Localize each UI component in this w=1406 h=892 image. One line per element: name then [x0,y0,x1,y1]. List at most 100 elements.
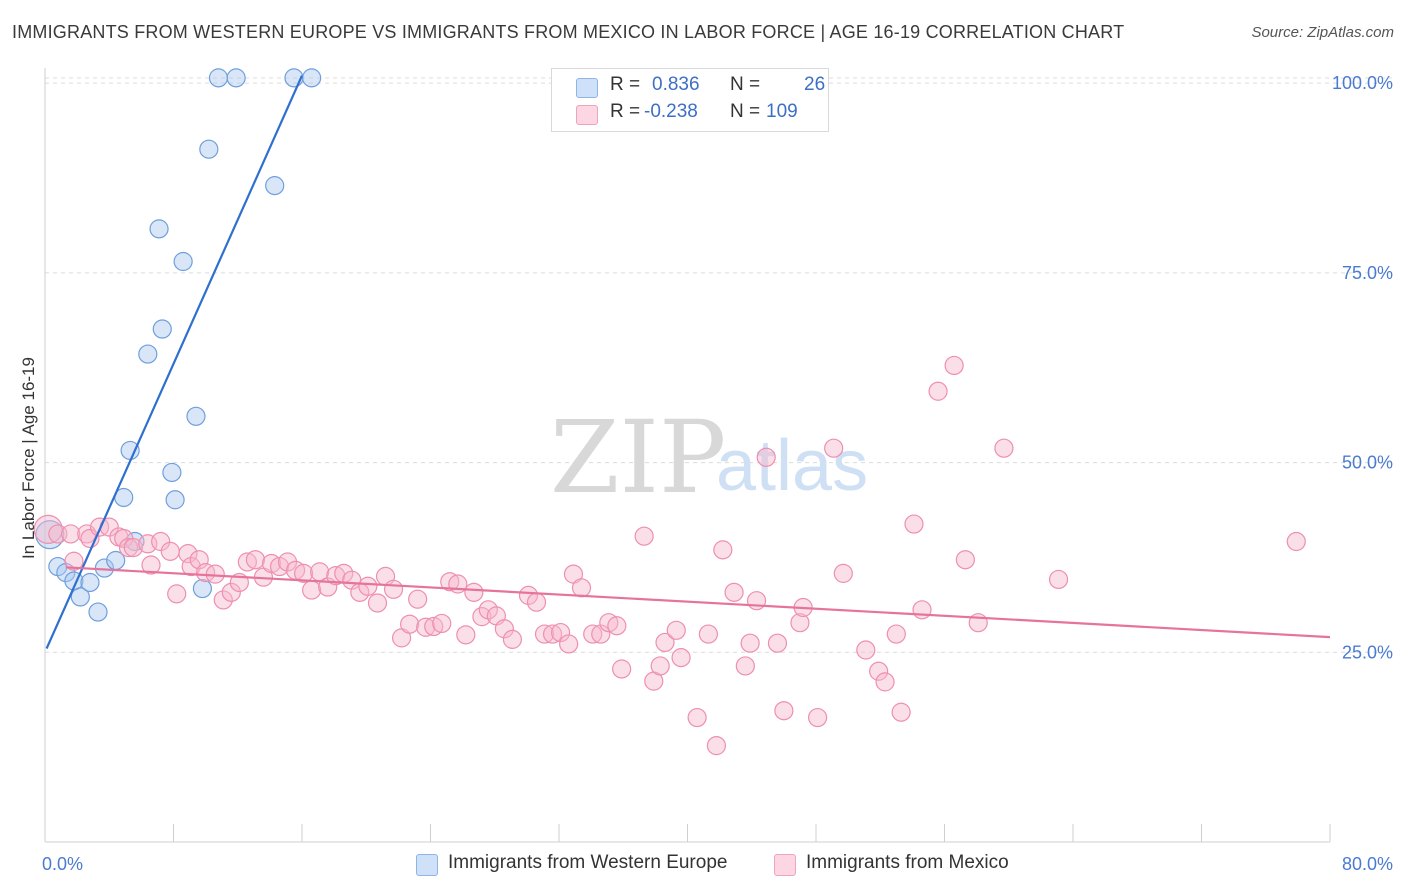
chart-title: IMMIGRANTS FROM WESTERN EUROPE VS IMMIGR… [12,22,1125,42]
data-point [70,587,90,607]
data-point [891,702,911,722]
data-point [440,572,460,592]
data-point [790,613,810,633]
data-point [687,707,707,728]
y-tick-label: 25.0% [1342,642,1393,662]
data-point [118,537,139,558]
data-point [518,585,539,605]
data-point [33,514,63,544]
legend-r-value: 0.836 [652,74,700,95]
data-point [221,582,241,602]
trend-line-mexico [65,566,1331,639]
data-point [904,514,924,534]
data-point [416,617,436,637]
data-point [875,672,895,692]
data-point [199,139,219,159]
data-point [456,625,476,645]
data-point [774,701,794,721]
y-tick-label: 50.0% [1342,453,1393,473]
data-point [408,589,428,609]
data-point [152,319,172,339]
legend-r-label: R = [610,74,641,95]
chart-source: Source: ZipAtlas.com [1251,24,1394,41]
data-point [886,624,906,644]
data-point [149,219,169,239]
data-point [277,552,298,572]
series-group [33,68,1331,756]
data-point [526,592,547,612]
legend-r-label: R = [610,101,641,122]
data-point [245,550,266,570]
bottom-legend-label: Immigrants from Mexico [806,852,1009,873]
y-tick-label: 100.0% [1332,73,1393,93]
data-point [326,566,346,586]
data-point [173,251,193,272]
data-point [1048,569,1069,590]
data-point [181,556,201,577]
data-point [944,355,964,376]
data-point [955,550,975,570]
data-point [400,614,420,634]
legend-r-value: -0.238 [644,101,698,122]
data-point [591,624,611,644]
series-mexico [33,355,1306,756]
data-point [740,633,760,653]
data-point [856,640,876,660]
data-point [160,541,180,561]
data-point [186,406,206,426]
data-point [432,613,452,634]
data-point [167,584,187,604]
data-point [196,563,216,583]
data-point [534,624,555,644]
data-point [724,582,744,602]
bottom-legend-swatch-blue [416,854,438,876]
data-point [302,580,322,600]
data-point [162,462,182,483]
data-point [767,633,788,653]
data-point [634,526,654,546]
y-tick-label: 75.0% [1342,263,1393,283]
data-point [671,648,691,668]
data-point [735,656,755,676]
data-point [88,602,108,622]
legend-n-value: 109 [766,101,798,122]
trend-line-western-europe [45,75,304,649]
data-point [80,572,100,593]
legend-swatch-blue [576,78,598,98]
data-point [655,632,675,653]
data-point [571,578,592,598]
data-point [358,576,378,596]
data-point [607,616,627,636]
data-point [698,624,718,644]
data-point [208,68,229,88]
data-point [824,438,844,458]
series-western-europe [35,68,322,622]
data-point [464,582,484,602]
data-point [808,707,828,728]
data-point [64,551,84,571]
data-point [192,578,213,599]
data-point [1286,531,1306,552]
watermark-zip: ZIP [550,399,726,516]
data-point [559,634,579,654]
data-point [237,552,257,572]
data-point [494,619,514,639]
data-point [706,736,727,756]
data-point [213,590,233,610]
data-point [302,68,322,88]
axes [44,68,1331,843]
data-point [151,531,171,552]
data-point [869,661,889,681]
data-point [650,656,670,676]
tick-labels: 25.0% 50.0% 75.0% 100.0% 0.0% 80.0% [42,73,1393,874]
data-point [928,381,948,401]
data-point [746,591,767,611]
watermark-atlas: atlas [716,426,868,506]
data-point [542,624,563,644]
data-point [294,563,314,583]
data-point [123,537,143,558]
data-point [165,490,185,510]
data-point [756,447,776,467]
